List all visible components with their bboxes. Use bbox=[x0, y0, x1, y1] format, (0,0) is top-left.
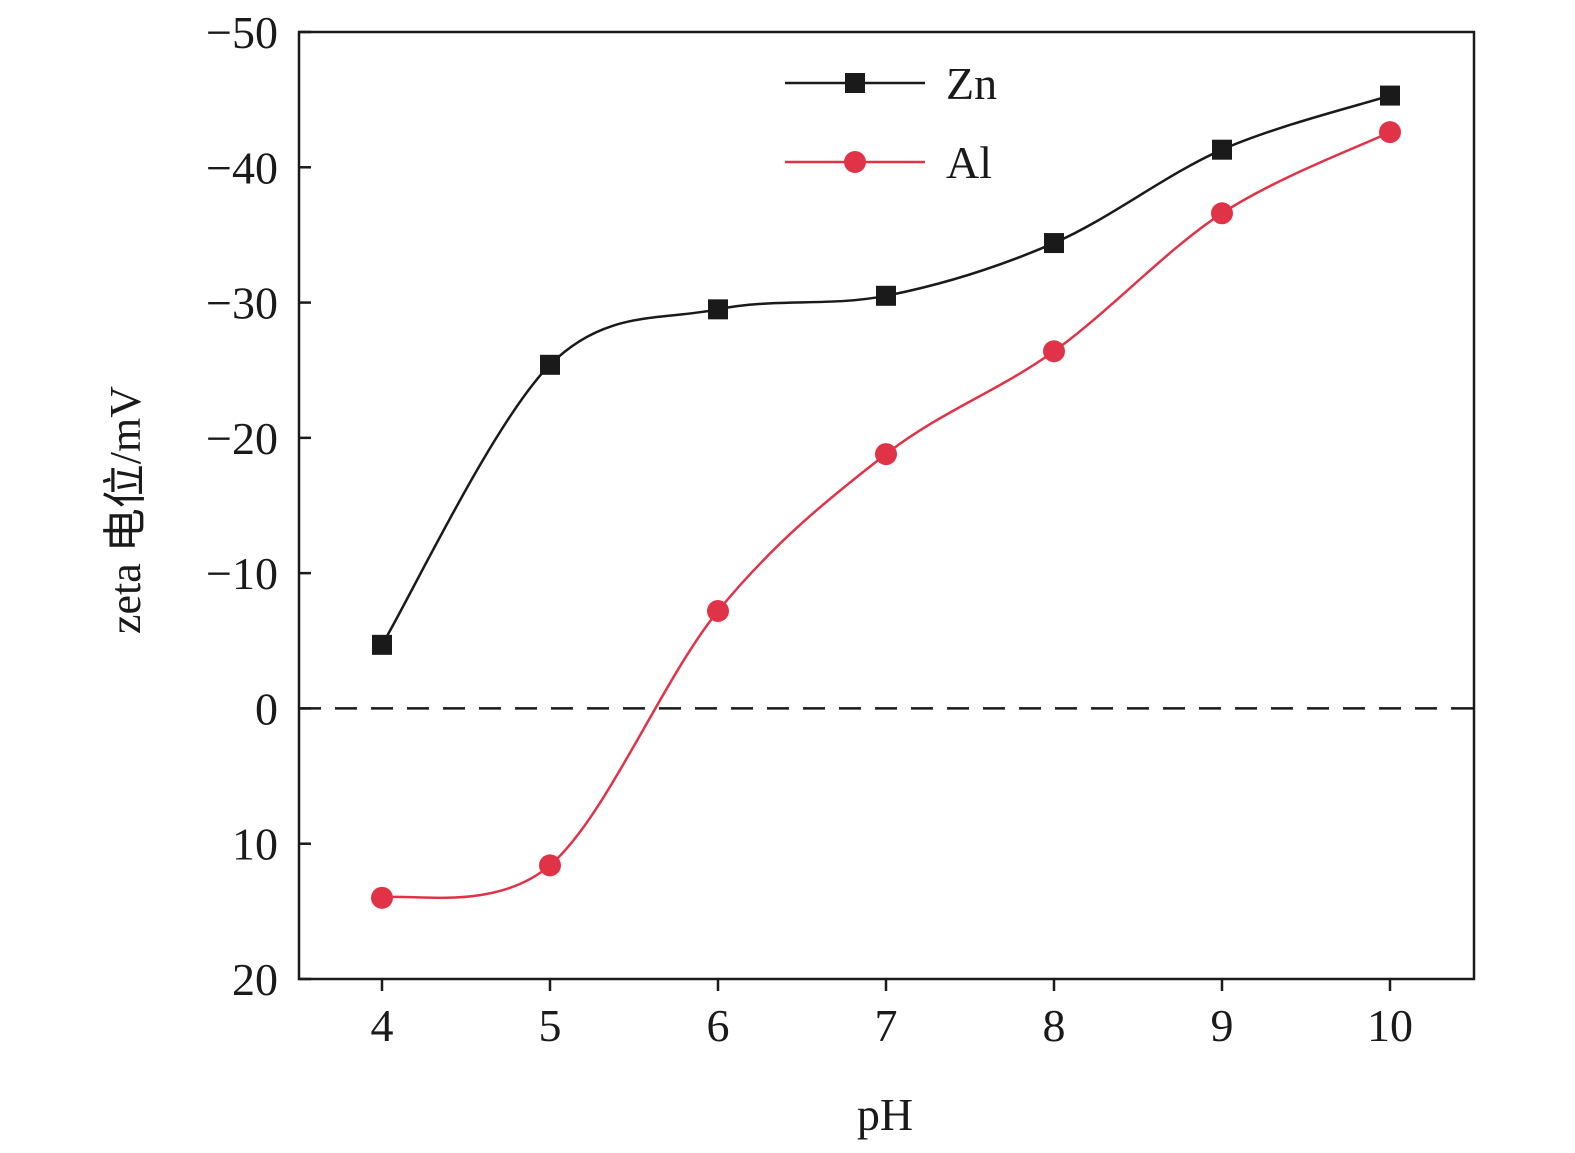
x-tick-label: 7 bbox=[875, 1000, 898, 1051]
x-tick-label: 8 bbox=[1043, 1000, 1066, 1051]
x-tick-label: 4 bbox=[371, 1000, 394, 1051]
y-tick-label: 20 bbox=[232, 954, 278, 1005]
series-line-al bbox=[381, 130, 1391, 900]
data-point-zn bbox=[540, 354, 560, 375]
legend-marker-zn bbox=[845, 73, 865, 93]
y-tick-label: −30 bbox=[206, 278, 278, 329]
legend-label-al: Al bbox=[946, 137, 992, 188]
y-tick-label: 10 bbox=[232, 819, 278, 870]
data-point-zn bbox=[372, 634, 392, 655]
y-tick-label: −10 bbox=[206, 548, 278, 599]
y-tick-label: 0 bbox=[255, 683, 278, 734]
legend-label-zn: Zn bbox=[946, 58, 997, 109]
data-point-zn bbox=[876, 285, 896, 306]
data-point-al bbox=[1043, 340, 1065, 363]
data-point-al bbox=[875, 443, 897, 466]
data-point-al bbox=[1211, 202, 1233, 225]
data-point-al bbox=[1379, 121, 1401, 144]
data-point-al bbox=[371, 886, 393, 909]
data-point-al bbox=[539, 854, 561, 877]
series-line-zn bbox=[380, 94, 1391, 646]
x-tick-label: 9 bbox=[1211, 1000, 1234, 1051]
x-tick-label: 6 bbox=[707, 1000, 730, 1051]
data-point-zn bbox=[1380, 85, 1400, 106]
y-tick-label: −20 bbox=[206, 413, 278, 464]
data-point-zn bbox=[708, 299, 728, 320]
y-tick-label: −50 bbox=[206, 7, 278, 58]
x-tick-label: 5 bbox=[539, 1000, 562, 1051]
x-tick-label: 10 bbox=[1367, 1000, 1413, 1051]
data-point-al bbox=[707, 600, 729, 623]
data-point-zn bbox=[1044, 233, 1064, 254]
legend-marker-al bbox=[844, 151, 866, 173]
y-axis-label: zeta 电位/mV bbox=[101, 386, 150, 634]
x-axis-label: pH bbox=[857, 1089, 913, 1140]
y-tick-label: −40 bbox=[206, 142, 278, 193]
plot-frame bbox=[297, 30, 1476, 981]
legend: Zn Al bbox=[785, 58, 997, 188]
data-point-zn bbox=[1212, 139, 1232, 160]
